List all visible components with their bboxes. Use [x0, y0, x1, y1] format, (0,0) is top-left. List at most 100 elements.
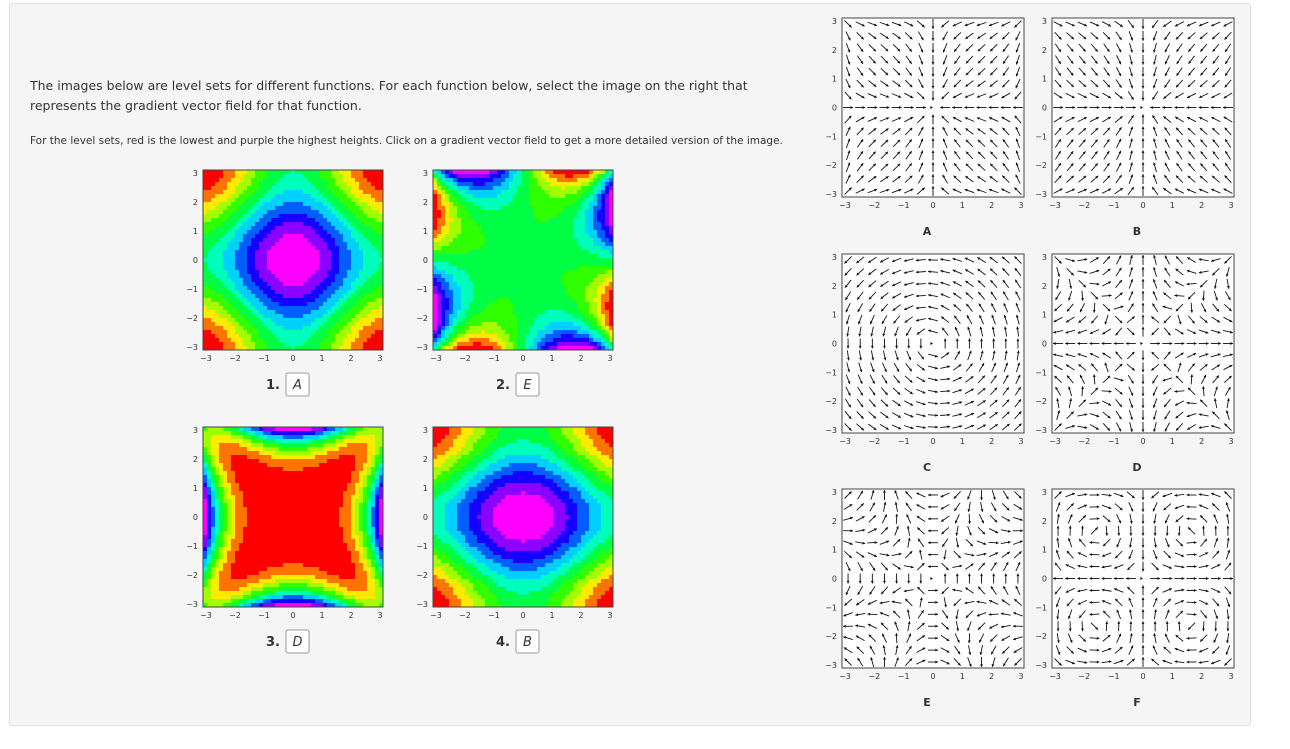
contour-cell: [605, 314, 610, 319]
contour-cell: [239, 198, 244, 203]
contour-cell: [553, 326, 558, 331]
contour-cell: [247, 443, 252, 448]
contour-cell: [275, 503, 280, 508]
contour-cell: [509, 274, 514, 279]
contour-cell: [509, 178, 514, 183]
contour-cell: [343, 310, 348, 315]
contour-cell: [219, 443, 224, 448]
contour-cell: [275, 435, 280, 440]
contour-cell: [251, 463, 256, 468]
contour-cell: [605, 206, 610, 211]
contour-cell: [363, 174, 368, 179]
contour-cell: [207, 182, 212, 187]
contour-cell: [497, 246, 502, 251]
contour-cell: [355, 302, 360, 307]
contour-cell: [211, 210, 216, 215]
contour-cell: [331, 294, 336, 299]
contour-cell: [505, 178, 510, 183]
answer-value[interactable]: A: [292, 378, 302, 393]
contour-cell: [581, 342, 586, 347]
contour-cell: [549, 266, 554, 271]
answer-value[interactable]: E: [523, 378, 532, 393]
contour-cell: [283, 435, 288, 440]
contour-cell: [437, 318, 442, 323]
contour-cell: [223, 342, 228, 347]
contour-cell: [493, 254, 498, 259]
contour-cell: [371, 306, 376, 311]
contour-cell: [469, 170, 474, 175]
contour-cell: [243, 250, 248, 255]
contour-cell: [227, 286, 232, 291]
contour-cell: [461, 190, 466, 195]
contour-cell: [215, 459, 220, 464]
contour-cell: [299, 290, 304, 295]
answer-box[interactable]: [515, 372, 540, 397]
contour-cell: [203, 483, 208, 488]
contour-cell: [263, 495, 268, 500]
contour-cell: [231, 222, 236, 227]
answer-box[interactable]: [285, 372, 310, 397]
contour-cell: [553, 338, 558, 343]
contour-cell: [481, 334, 486, 339]
contour-cell: [311, 194, 316, 199]
contour-cell: [565, 302, 570, 307]
contour-cell: [239, 491, 244, 496]
contour-cell: [327, 190, 332, 195]
contour-cell: [315, 455, 320, 460]
contour-cell: [303, 447, 308, 452]
contour-cell: [295, 278, 300, 283]
contour-cell: [287, 318, 292, 323]
contour-cell: [589, 170, 594, 175]
contour-cell: [335, 451, 340, 456]
contour-cell: [513, 178, 518, 183]
contour-cell: [291, 182, 296, 187]
contour-cell: [375, 202, 380, 207]
contour-cell: [529, 246, 534, 251]
contour-cell: [589, 266, 594, 271]
contour-cell: [219, 491, 224, 496]
contour-cell: [367, 290, 372, 295]
contour-cell: [271, 258, 276, 263]
contour-cell: [235, 262, 240, 267]
y-tick-label: 1: [423, 227, 428, 236]
contour-cell: [379, 330, 384, 335]
contour-cell: [299, 234, 304, 239]
contour-cell: [569, 286, 574, 291]
contour-cell: [335, 326, 340, 331]
contour-cell: [553, 170, 558, 175]
contour-cell: [203, 294, 208, 299]
contour-cell: [211, 495, 216, 500]
contour-cell: [347, 318, 352, 323]
contour-cell: [553, 206, 558, 211]
contour-cell: [315, 302, 320, 307]
contour-cell: [489, 274, 494, 279]
contour-cell: [219, 322, 224, 327]
contour-cell: [351, 463, 356, 468]
contour-cell: [251, 214, 256, 219]
contour-cell: [315, 443, 320, 448]
contour-cell: [243, 230, 248, 235]
contour-cell: [537, 230, 542, 235]
contour-cell: [557, 298, 562, 303]
contour-cell: [327, 342, 332, 347]
contour-cell: [303, 334, 308, 339]
contour-cell: [545, 234, 550, 239]
contour-cell: [343, 499, 348, 504]
contour-cell: [211, 318, 216, 323]
contour-cell: [557, 242, 562, 247]
contour-cell: [319, 290, 324, 295]
contour-cell: [311, 290, 316, 295]
contour-cell: [521, 234, 526, 239]
contour-cell: [589, 290, 594, 295]
contour-cell: [359, 503, 364, 508]
contour-cell: [223, 238, 228, 243]
contour-cell: [259, 286, 264, 291]
contour-cell: [461, 270, 466, 275]
contour-cell: [553, 254, 558, 259]
contour-cell: [525, 322, 530, 327]
contour-cell: [565, 178, 570, 183]
contour-cell: [307, 186, 312, 191]
contour-cell: [363, 222, 368, 227]
contour-cell: [211, 503, 216, 508]
contour-cell: [251, 218, 256, 223]
